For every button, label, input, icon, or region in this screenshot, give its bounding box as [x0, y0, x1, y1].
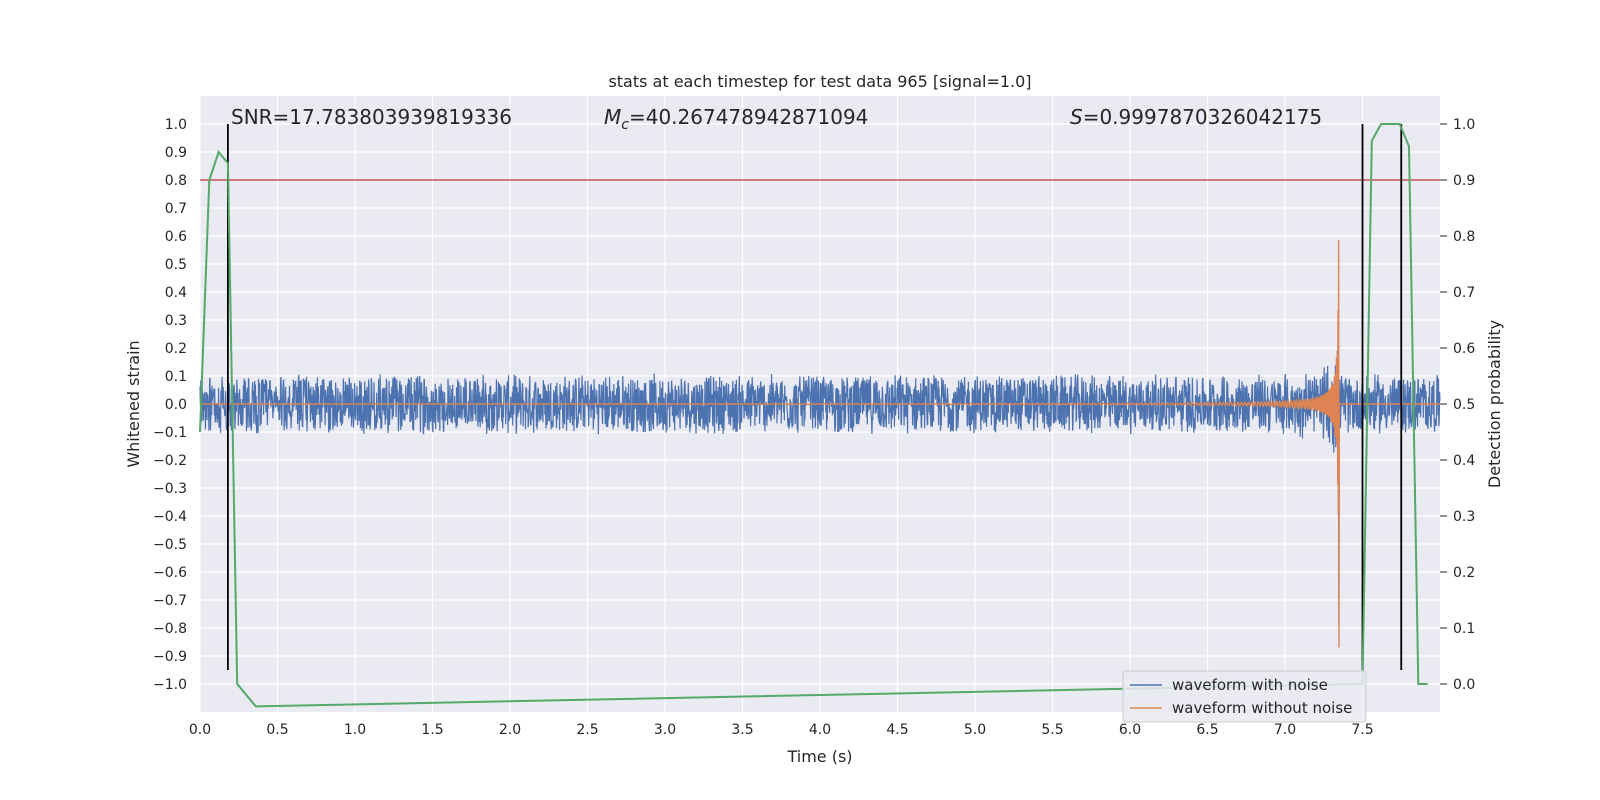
y-tick-label: 0.9	[165, 145, 187, 161]
y-tick-label: 0.3	[165, 313, 187, 329]
y-tick-label: −1.0	[153, 677, 187, 693]
waveform-without-noise-line	[199, 240, 1440, 648]
y2-tick-label: 0.8	[1453, 229, 1475, 245]
y2-tick-label: 0.5	[1453, 397, 1475, 413]
y-tick-label: −0.2	[153, 453, 187, 469]
chart-title: stats at each timestep for test data 965…	[608, 72, 1031, 91]
chirp-mass-value: =40.267478942871094	[629, 105, 868, 129]
series-waveform-without-noise	[199, 240, 1440, 648]
x-tick-label: 4.0	[809, 722, 831, 738]
legend: waveform with noise waveform without noi…	[1122, 670, 1367, 723]
y-tick-label: 1.0	[165, 117, 187, 133]
x-tick-label: 7.5	[1351, 722, 1373, 738]
x-tick-label: 1.5	[421, 722, 443, 738]
x-tick-label: 5.0	[964, 722, 986, 738]
y-tick-label: 0.8	[165, 173, 187, 189]
y-tick-label: 0.2	[165, 341, 187, 357]
x-tick-label: 4.5	[886, 722, 908, 738]
y-tick-label: −0.9	[153, 649, 187, 665]
x-tick-label: 6.0	[1119, 722, 1141, 738]
snr-annotation: SNR=17.783803939819336	[231, 105, 512, 129]
y-axis-label: Whitened strain	[124, 340, 143, 467]
y2-tick-label: 0.9	[1453, 173, 1475, 189]
y-tick-label: −0.3	[153, 481, 187, 497]
legend-label-noise: waveform with noise	[1172, 676, 1328, 694]
y-tick-label: 0.7	[165, 201, 187, 217]
chirp-mass-annotation: Mc=40.267478942871094	[604, 105, 868, 133]
y2-tick-label: 0.6	[1453, 341, 1475, 357]
y-tick-label: −0.1	[153, 425, 187, 441]
y-tick-label: 0.5	[165, 257, 187, 273]
y2-tick-label: 0.7	[1453, 285, 1475, 301]
x-tick-label: 2.5	[576, 722, 598, 738]
y-tick-label: −0.7	[153, 593, 187, 609]
waveform-with-noise-line	[199, 328, 1441, 624]
x-tick-label: 2.0	[499, 722, 521, 738]
y-tick-label: 0.1	[165, 369, 187, 385]
y2-tick-label: 0.3	[1453, 509, 1475, 525]
y2-tick-label: 1.0	[1453, 117, 1475, 133]
chirp-mass-symbol: M	[604, 105, 621, 129]
x-tick-label: 1.0	[344, 722, 366, 738]
s-value: =0.9997870326042175	[1083, 105, 1322, 129]
chirp-mass-subscript: c	[621, 117, 629, 133]
y2-axis-label: Detection probability	[1485, 320, 1504, 488]
y-tick-label: 0.6	[165, 229, 187, 245]
x-tick-label: 3.0	[654, 722, 676, 738]
y-tick-label: 0.0	[165, 397, 187, 413]
y-tick-label: −0.5	[153, 537, 187, 553]
y-tick-label: 0.4	[165, 285, 187, 301]
y2-tick-label: 0.1	[1453, 621, 1475, 637]
y-tick-label: −0.4	[153, 509, 187, 525]
y-tick-labels: 1.0 0.9 0.8 0.7 0.6 0.5 0.4 0.3 0.2 0.1 0.0 −0.1 −0.…	[153, 117, 187, 693]
x-tick-label: 5.5	[1041, 722, 1063, 738]
x-tick-label: 0.5	[266, 722, 288, 738]
x-tick-label: 0.0	[189, 722, 211, 738]
series-waveform-with-noise	[199, 328, 1441, 624]
legend-box	[1122, 670, 1367, 723]
legend-label-clean: waveform without noise	[1172, 699, 1352, 717]
x-tick-label: 3.5	[731, 722, 753, 738]
s-annotation: S=0.9997870326042175	[1070, 105, 1322, 129]
x-axis-label: Time (s)	[786, 747, 852, 766]
y-tick-label: −0.8	[153, 621, 187, 637]
y2-tick-label: 0.2	[1453, 565, 1475, 581]
y2-tick-label: 0.4	[1453, 453, 1475, 469]
y2-tick-label: 0.0	[1453, 677, 1475, 693]
y-tick-label: −0.6	[153, 565, 187, 581]
y2-tick-labels: 1.0 0.9 0.8 0.7 0.6 0.5 0.4 0.3 0.2 0.1 0.0	[1440, 117, 1475, 693]
x-tick-label: 7.0	[1274, 722, 1296, 738]
x-tick-labels: 0.0 0.5 1.0 1.5 2.0 2.5 3.0 3.5 4.0 4.5 5.0 5.5 6.0 6…	[189, 722, 1374, 738]
x-tick-label: 6.5	[1196, 722, 1218, 738]
s-symbol: S	[1070, 105, 1083, 129]
